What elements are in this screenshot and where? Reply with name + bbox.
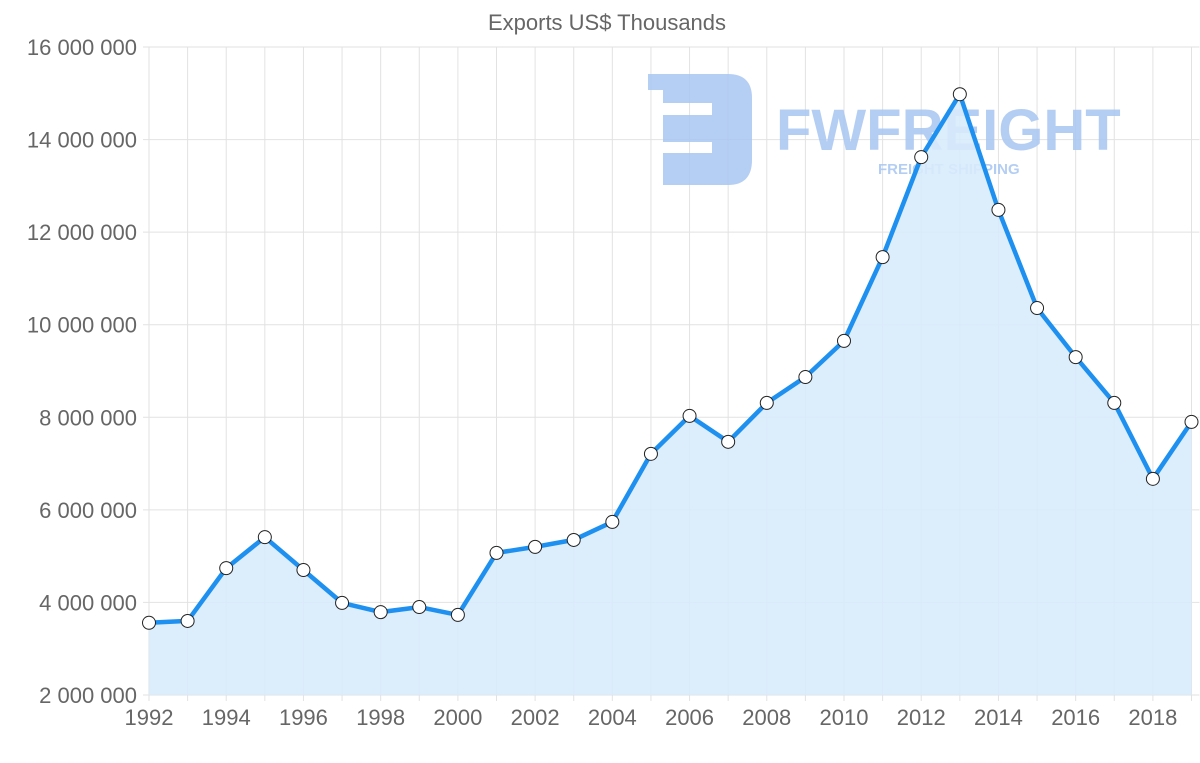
data-point-2016[interactable]	[1068, 350, 1083, 365]
x-tick-label: 1996	[279, 705, 328, 730]
data-point-2013[interactable]	[952, 87, 967, 102]
data-point-2000[interactable]	[450, 607, 465, 622]
y-tick-label: 4 000 000	[39, 590, 137, 615]
data-point-1997[interactable]	[335, 595, 350, 610]
data-point-2006[interactable]	[682, 408, 697, 423]
data-point-1994[interactable]	[219, 561, 234, 576]
data-point-2001[interactable]	[489, 545, 504, 560]
data-point-1996[interactable]	[296, 563, 311, 578]
y-tick-label: 14 000 000	[27, 128, 137, 153]
data-point-2019[interactable]	[1184, 414, 1199, 429]
data-point-2018[interactable]	[1145, 471, 1160, 486]
x-tick-label: 2002	[511, 705, 560, 730]
watermark-logo: FWFREIGHT FREIGHT SHIPPING	[648, 74, 1121, 185]
data-point-2009[interactable]	[798, 370, 813, 385]
data-point-2008[interactable]	[759, 395, 774, 410]
data-point-2015[interactable]	[1030, 301, 1045, 316]
x-tick-label: 2006	[665, 705, 714, 730]
series-line	[148, 91, 1194, 626]
data-point-2003[interactable]	[566, 532, 581, 547]
data-point-2007[interactable]	[721, 434, 736, 449]
data-point-1995[interactable]	[257, 530, 272, 545]
x-tick-label: 2004	[588, 705, 637, 730]
data-point-2005[interactable]	[643, 446, 658, 461]
x-tick-label: 2018	[1128, 705, 1177, 730]
x-tick-label: 2012	[897, 705, 946, 730]
x-tick-label: 2008	[742, 705, 791, 730]
data-point-2002[interactable]	[528, 539, 543, 554]
data-point-2017[interactable]	[1107, 395, 1122, 410]
data-point-2004[interactable]	[605, 514, 620, 529]
x-tick-label: 2010	[820, 705, 869, 730]
data-point-2014[interactable]	[991, 202, 1006, 217]
x-tick-label: 1992	[125, 705, 174, 730]
x-tick-label: 2000	[433, 705, 482, 730]
series-exports	[142, 87, 1199, 695]
x-axis: 1992 1994 1996 1998 2000 2002 2004 2006 2008 2010…	[125, 705, 1178, 730]
y-axis: 2 000 000 4 000 000 6 000 000 8 000 000 10 0…	[27, 35, 137, 708]
y-tick-label: 10 000 000	[27, 313, 137, 338]
data-point-2011[interactable]	[875, 250, 890, 265]
data-point-2012[interactable]	[914, 150, 929, 165]
y-tick-label: 16 000 000	[27, 35, 137, 60]
y-tick-label: 6 000 000	[39, 498, 137, 523]
y-tick-label: 8 000 000	[39, 405, 137, 430]
data-point-1992[interactable]	[142, 615, 156, 630]
x-tick-label: 1998	[356, 705, 405, 730]
y-tick-label: 2 000 000	[39, 683, 137, 708]
data-point-2010[interactable]	[837, 333, 851, 348]
chart-title: Exports US$ Thousands	[488, 10, 726, 35]
y-tick-label: 12 000 000	[27, 220, 137, 245]
x-tick-label: 1994	[202, 705, 251, 730]
data-point-1999[interactable]	[412, 600, 427, 615]
data-point-1998[interactable]	[373, 605, 388, 620]
data-point-1993[interactable]	[180, 613, 195, 628]
x-tick-label: 2014	[974, 705, 1023, 730]
x-tick-label: 2016	[1051, 705, 1100, 730]
series-area	[149, 94, 1192, 695]
